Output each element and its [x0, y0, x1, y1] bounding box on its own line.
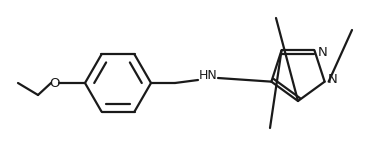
- Text: O: O: [50, 76, 60, 90]
- Text: N: N: [318, 46, 327, 59]
- Text: N: N: [328, 73, 337, 86]
- Text: HN: HN: [199, 69, 217, 81]
